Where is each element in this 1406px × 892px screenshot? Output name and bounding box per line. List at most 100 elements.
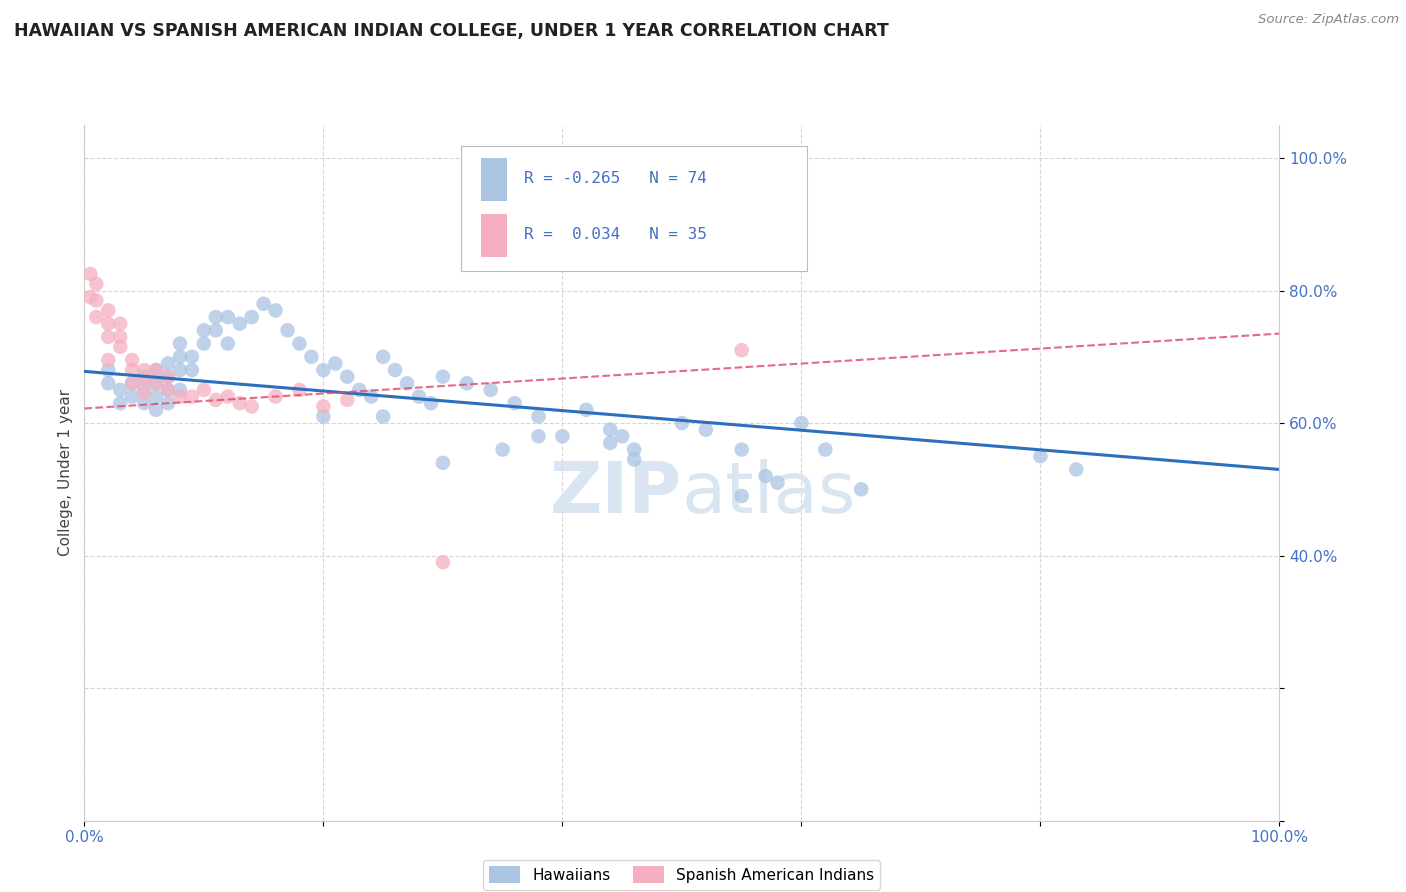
Point [84,293,107,308]
Point [1029,449,1052,463]
Point [193,323,215,337]
Point [336,369,359,384]
Point [110,383,132,397]
Point [240,400,263,414]
FancyBboxPatch shape [481,214,508,257]
Point [527,409,550,424]
FancyBboxPatch shape [461,145,807,271]
Point [575,402,598,417]
Point [599,423,621,437]
Point [132,383,156,397]
Point [79,267,101,281]
Point [814,442,837,457]
Point [766,475,789,490]
Point [97,330,120,344]
Point [157,369,180,384]
Point [97,376,120,391]
Y-axis label: College, Under 1 year: College, Under 1 year [58,389,73,557]
Point [301,350,323,364]
Point [97,317,120,331]
Point [264,390,287,404]
Point [503,396,526,410]
Point [371,350,394,364]
Point [169,390,191,404]
Point [79,290,101,304]
Point [754,469,776,483]
Point [396,376,419,391]
Point [121,376,143,391]
Point [527,429,550,443]
Text: HAWAIIAN VS SPANISH AMERICAN INDIAN COLLEGE, UNDER 1 YEAR CORRELATION CHART: HAWAIIAN VS SPANISH AMERICAN INDIAN COLL… [14,22,889,40]
Point [217,390,239,404]
Point [84,310,107,324]
Point [97,303,120,318]
Point [157,383,180,397]
Point [623,442,645,457]
Point [157,383,180,397]
Point [180,350,202,364]
Point [288,336,311,351]
Legend: Hawaiians, Spanish American Indians: Hawaiians, Spanish American Indians [484,860,880,889]
Point [610,429,633,443]
Point [121,353,143,368]
Point [97,363,120,377]
Point [169,350,191,364]
Point [169,363,191,377]
Text: ZIP: ZIP [550,459,682,528]
Point [132,363,156,377]
Point [193,336,215,351]
Point [349,383,371,397]
Point [110,396,132,410]
Point [264,303,287,318]
Point [623,452,645,467]
Point [228,317,252,331]
Point [180,363,202,377]
Point [121,390,143,404]
FancyBboxPatch shape [481,158,508,202]
Point [205,310,228,324]
Point [145,376,167,391]
Point [157,369,180,384]
Point [312,400,335,414]
Point [132,369,156,384]
Point [217,336,239,351]
Point [180,390,202,404]
Point [110,330,132,344]
Point [371,409,394,424]
Point [288,383,311,397]
Point [419,396,441,410]
Point [228,396,252,410]
Point [432,456,454,470]
Point [731,343,754,358]
Point [432,555,454,569]
Text: R =  0.034   N = 35: R = 0.034 N = 35 [524,227,707,242]
Point [456,376,478,391]
Point [384,363,406,377]
Point [145,363,167,377]
Point [145,376,167,391]
Point [110,317,132,331]
Text: atlas: atlas [682,459,856,528]
Point [205,323,228,337]
Point [217,310,239,324]
Point [336,392,359,407]
Text: Source: ZipAtlas.com: Source: ZipAtlas.com [1258,13,1399,27]
Point [145,363,167,377]
Point [1066,462,1088,476]
Text: R = -0.265   N = 74: R = -0.265 N = 74 [524,171,707,186]
Point [169,383,191,397]
Point [551,429,574,443]
Point [169,336,191,351]
Point [157,356,180,370]
Point [790,416,813,430]
Point [84,277,107,291]
Point [312,363,335,377]
Point [849,483,872,497]
Point [193,383,215,397]
Point [492,442,515,457]
Point [253,297,276,311]
Point [145,390,167,404]
Point [121,376,143,391]
Point [312,409,335,424]
Point [432,369,454,384]
